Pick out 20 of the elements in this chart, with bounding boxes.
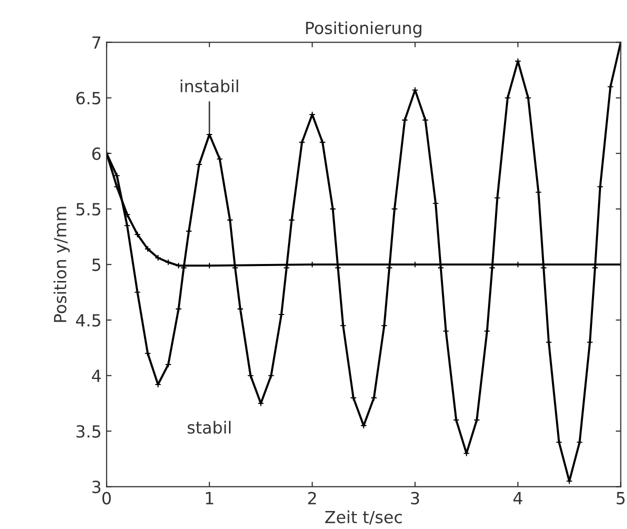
y-axis-title: Position y/mm	[54, 206, 70, 322]
x-tick-label: 3	[411, 492, 420, 504]
x-tick-label: 1	[206, 492, 214, 504]
y-tick-label: 7	[92, 36, 100, 49]
x-tick-label: 5	[616, 492, 625, 504]
y-tick-label: 5	[92, 258, 100, 272]
y-tick-label: 4.5	[76, 314, 100, 327]
chart-title: Positionierung	[306, 21, 422, 38]
y-tick-label: 3	[92, 480, 100, 494]
y-tick-label: 4	[92, 370, 101, 382]
annotation: instabil	[180, 80, 238, 92]
annotation: stabil	[188, 420, 230, 434]
x-tick-label: 4	[513, 492, 522, 504]
x-tick-label: 0	[102, 492, 111, 504]
y-tick-label: 3.5	[76, 425, 100, 438]
y-tick-label: 6.5	[76, 92, 100, 104]
x-axis-title: Zeit t/sec	[325, 510, 402, 525]
y-tick-label: 6	[92, 147, 101, 160]
y-tick-label: 5.5	[76, 203, 100, 216]
x-tick-label: 2	[308, 492, 316, 504]
